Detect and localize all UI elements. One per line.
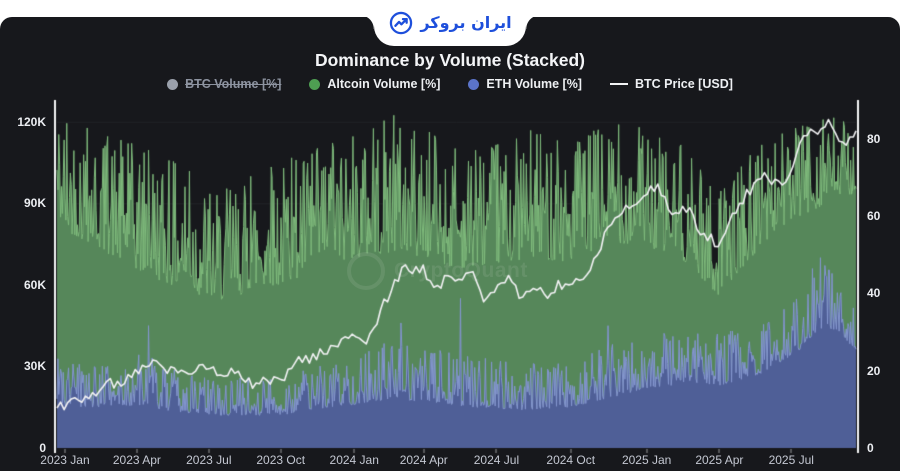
legend: BTC Volume [%] Altcoin Volume [%] ETH Vo… [0,77,900,91]
brand-tab: ایران بروکر [360,0,540,46]
chart-title: Dominance by Volume (Stacked) [314,50,586,70]
trend-arrow-circle-icon [390,11,413,35]
legend-item-btc-price[interactable]: BTC Price [USD] [609,77,733,91]
btc-price-marker [609,83,628,85]
legend-label-eth-volume: ETH Volume [%] [486,77,582,91]
btc-volume-marker [167,78,179,90]
brand-text: ایران بروکر [420,13,512,32]
legend-label-btc-price: BTC Price [USD] [634,77,733,91]
tab-fillet-right [526,15,540,29]
eth-volume-marker [468,78,480,90]
altcoin-volume-marker [309,78,321,90]
legend-item-btc-volume[interactable]: BTC Volume [%] [167,77,281,91]
legend-item-eth-volume[interactable]: ETH Volume [%] [468,77,582,91]
legend-label-altcoin-volume: Altcoin Volume [%] [327,77,441,91]
legend-item-altcoin-volume[interactable]: Altcoin Volume [%] [309,77,440,91]
tab-fillet-left [360,15,374,29]
legend-label-btc-volume: BTC Volume [%] [185,77,282,91]
